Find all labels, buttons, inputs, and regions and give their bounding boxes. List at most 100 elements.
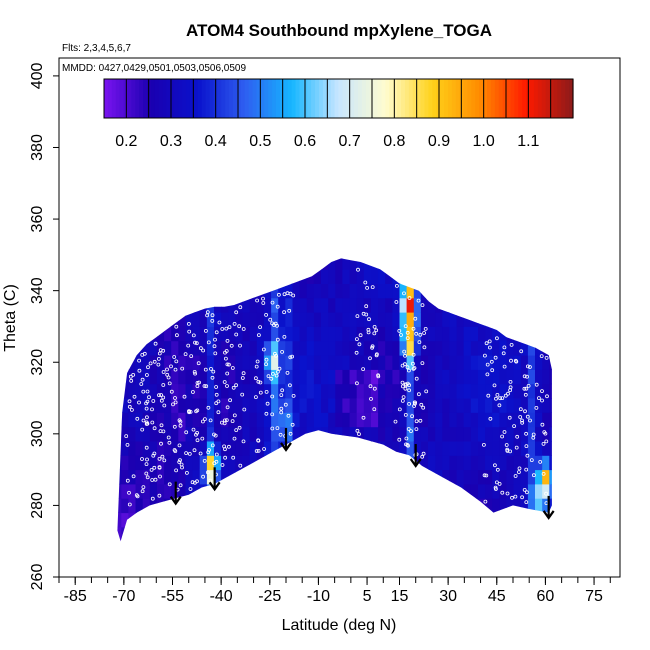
curtain-cell — [271, 383, 279, 399]
sample-point — [167, 381, 172, 386]
sample-point — [201, 474, 206, 479]
sample-point — [492, 383, 497, 388]
sample-point — [200, 436, 205, 441]
curtain-cell — [228, 441, 236, 456]
curtain-cell — [242, 512, 251, 528]
curtain-cell — [456, 355, 465, 370]
curtain-cell — [428, 312, 436, 327]
colorbar-swatch — [401, 79, 406, 118]
curtain-cell — [549, 455, 552, 471]
curtain-cell — [521, 241, 529, 256]
curtain-cell — [499, 412, 507, 428]
curtain-cell — [199, 469, 208, 485]
colorbar-swatch — [361, 79, 367, 118]
curtain-cell — [506, 312, 515, 327]
curtain-cell — [242, 283, 251, 299]
sample-point — [502, 364, 507, 369]
sample-point — [394, 300, 399, 304]
curtain-cell — [142, 283, 151, 299]
sample-point — [528, 418, 532, 423]
curtain-cell — [321, 426, 329, 442]
sample-point — [161, 429, 166, 434]
curtain-cell — [420, 412, 429, 428]
curtain-cell — [164, 541, 172, 556]
curtain-cell — [378, 441, 386, 456]
sample-point — [288, 431, 293, 436]
curtain-cell — [470, 469, 479, 485]
curtain-cell — [221, 455, 229, 471]
curtain-cell — [135, 441, 144, 456]
sample-point — [256, 448, 261, 453]
curtain-cell — [371, 340, 379, 356]
curtain-cell — [263, 258, 272, 270]
sample-point — [190, 480, 195, 485]
curtain-cell — [149, 383, 158, 399]
sample-point — [238, 343, 242, 348]
curtain-cell — [456, 426, 465, 442]
sample-point — [402, 291, 406, 296]
curtain-cell — [478, 297, 486, 313]
curtain-cell — [406, 512, 415, 528]
curtain-cell — [363, 512, 372, 528]
curtain-cell — [285, 383, 293, 399]
sample-point — [173, 400, 178, 405]
curtain-cell — [128, 441, 136, 456]
colorbar-swatch — [451, 79, 457, 118]
curtain-cell — [549, 498, 552, 514]
sample-point — [270, 394, 275, 399]
curtain-cell — [449, 355, 457, 370]
curtain-cell — [263, 297, 272, 313]
curtain-cell — [263, 498, 272, 514]
sample-point — [483, 499, 488, 504]
curtain-cell — [357, 541, 365, 556]
curtain-cell — [271, 369, 279, 385]
curtain-cell — [506, 297, 515, 313]
sample-point — [212, 344, 217, 349]
curtain-cell — [363, 483, 372, 499]
curtain-cell — [292, 469, 301, 485]
curtain-cell — [271, 258, 279, 270]
sample-point — [544, 355, 549, 360]
curtain-cell — [428, 426, 436, 442]
flight-arrows — [169, 427, 555, 520]
curtain-cell — [313, 283, 322, 299]
colorbar-swatch — [150, 79, 156, 118]
curtain-cell — [549, 340, 552, 356]
sample-point — [150, 496, 155, 501]
curtain-cell — [520, 355, 529, 370]
curtain-cell — [299, 283, 308, 299]
curtain-cell — [385, 469, 393, 485]
sample-point — [372, 386, 377, 391]
colorbar-swatch — [193, 79, 199, 118]
curtain-cell — [271, 526, 279, 542]
curtain-cell — [228, 426, 236, 442]
curtain-cell — [456, 412, 465, 428]
curtain-cell — [328, 383, 336, 399]
curtain-cell — [549, 355, 552, 370]
curtain-cell — [278, 340, 286, 356]
curtain-cell — [128, 455, 136, 471]
curtain-cell — [371, 412, 379, 428]
curtain-cell — [407, 241, 415, 256]
colorbar-swatch — [428, 79, 433, 118]
colorbar-tick-label: 0.2 — [115, 133, 137, 150]
sample-point — [290, 354, 295, 359]
sample-point — [279, 406, 284, 411]
sample-point — [128, 374, 133, 379]
curtain-cell — [249, 258, 258, 270]
curtain-cell — [456, 483, 465, 499]
curtain-cell — [535, 383, 543, 399]
curtain-cell — [135, 355, 144, 370]
flight-arrow-head — [208, 481, 221, 492]
curtain-cell — [149, 258, 158, 270]
curtain-cell — [156, 283, 165, 299]
sample-point — [152, 451, 157, 456]
curtain-cell — [235, 340, 243, 356]
sample-point — [414, 331, 419, 336]
curtain-cell — [149, 326, 158, 342]
curtain-cell — [378, 426, 386, 442]
sample-point — [159, 393, 164, 397]
curtain-cell — [442, 355, 450, 370]
curtain-cell — [349, 398, 358, 413]
curtain-cell — [164, 258, 172, 270]
